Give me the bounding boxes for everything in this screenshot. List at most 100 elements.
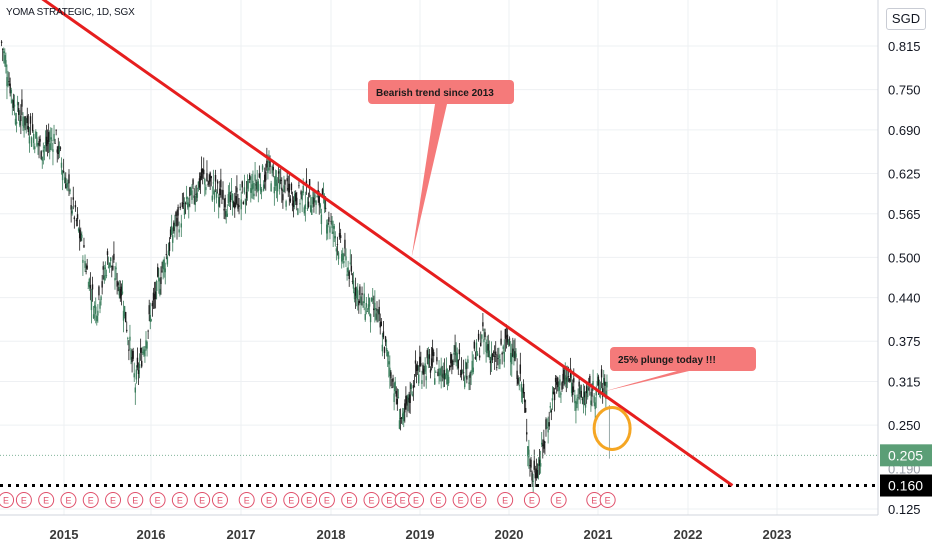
candle-body [187,202,189,208]
candle-body [157,267,159,277]
candle-body [318,196,320,206]
candle-body [466,375,468,380]
candle-body [8,81,10,83]
candle-body [172,235,174,243]
candle-body [15,121,18,124]
candle-body [388,361,390,365]
candle-body [169,229,172,238]
price-candles [0,40,608,493]
candle-body [46,140,49,145]
candle-body [362,306,364,308]
candle-body [44,142,47,144]
candle-body [35,131,37,139]
candle-body [405,395,407,404]
candle-body [212,182,215,184]
candle-body [207,183,209,185]
candle-body [10,89,12,94]
candle-body [228,192,231,195]
candle-body [158,276,160,282]
candle-body [304,204,307,209]
candle-body [139,347,142,353]
candle-body [81,234,83,238]
candle-body [14,118,17,125]
candle-body [544,441,546,443]
candle-body [302,185,304,193]
candle-body [252,180,254,189]
candle-body [416,365,419,371]
candle-body [573,378,575,383]
candle-body [434,378,436,385]
candle-body [581,398,584,401]
callout-plunge-box [610,347,756,371]
candle-body [365,303,368,308]
candle-body [569,368,572,378]
candle-body [298,185,300,187]
candle-body [455,351,457,356]
candle-body [392,378,394,382]
candle-body [496,367,498,368]
earnings-marker-label: E [132,496,138,506]
y-tick-label: 0.250 [888,418,921,433]
earnings-marker-label: E [529,496,535,506]
candle-body [76,214,79,220]
candle-body [176,218,178,227]
candle-body [215,192,218,198]
candle-body [401,413,404,420]
candle-body [222,190,224,199]
candle-body [567,376,570,378]
candle-body [519,364,522,374]
candle-body [273,186,276,194]
candle-body [96,316,98,322]
symbol-title: YOMA STRATEGIC, 1D, SGX [6,7,135,18]
candle-body [335,248,338,252]
candle-body [499,359,501,365]
candle-body [78,229,81,239]
candle-body [369,314,372,323]
candle-body [170,225,173,235]
candle-body [410,384,412,390]
candle-body [580,390,582,398]
candle-body [100,296,102,300]
candle-body [142,351,144,353]
callout-bearish-trend-pointer [411,104,447,258]
currency-selector[interactable]: SGD [886,8,926,30]
candle-body [59,147,62,149]
candle-body [60,162,63,168]
candle-body [557,377,559,388]
candle-body [363,293,365,303]
earnings-marker-label: E [556,496,562,506]
earnings-marker-label: E [21,496,27,506]
candle-body [161,270,163,272]
candle-body [447,376,450,384]
candle-body [0,41,3,43]
candle-body [442,373,445,378]
candle-body [203,169,205,175]
earnings-marker [171,492,188,508]
candle-body [390,372,392,379]
candle-body [182,203,185,205]
candle-body [316,196,318,198]
candle-body [39,138,41,142]
candle-body [143,349,145,355]
candle-body [565,378,568,380]
candle-body [18,108,20,115]
candle-body [528,449,530,458]
candle-body [459,373,462,375]
candle-body [12,100,15,108]
y-tick-label: 0.500 [888,250,921,265]
candle-body [226,213,228,217]
candle-body [66,182,68,188]
y-tick-label: 0.690 [888,123,921,138]
candle-body [559,379,561,386]
candle-body [244,198,247,205]
earnings-marker [470,492,487,508]
candle-body [501,352,503,355]
candle-body [278,179,281,190]
candle-body [204,179,206,185]
candle-body [235,196,237,204]
candle-body [123,306,126,316]
earnings-marker [0,492,15,508]
candle-body [254,174,256,181]
candle-body [504,329,507,339]
